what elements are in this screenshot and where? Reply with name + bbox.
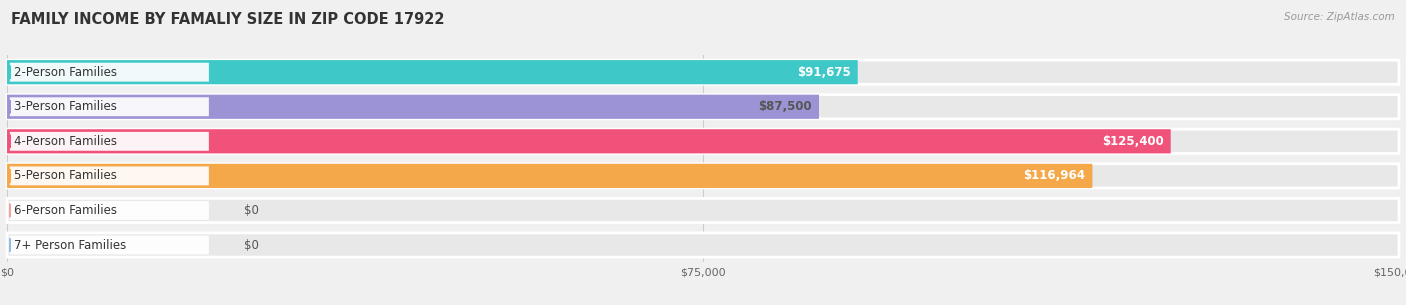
FancyBboxPatch shape bbox=[10, 63, 209, 82]
FancyBboxPatch shape bbox=[7, 95, 1399, 119]
FancyBboxPatch shape bbox=[7, 233, 1399, 257]
FancyBboxPatch shape bbox=[10, 235, 209, 254]
FancyBboxPatch shape bbox=[7, 60, 1399, 84]
FancyBboxPatch shape bbox=[7, 164, 1092, 188]
Text: Source: ZipAtlas.com: Source: ZipAtlas.com bbox=[1284, 12, 1395, 22]
Text: 7+ Person Families: 7+ Person Families bbox=[14, 239, 127, 252]
FancyBboxPatch shape bbox=[7, 129, 1171, 153]
FancyBboxPatch shape bbox=[10, 167, 209, 185]
Text: 2-Person Families: 2-Person Families bbox=[14, 66, 117, 79]
Text: $87,500: $87,500 bbox=[758, 100, 813, 113]
Text: 3-Person Families: 3-Person Families bbox=[14, 100, 117, 113]
FancyBboxPatch shape bbox=[10, 201, 209, 220]
FancyBboxPatch shape bbox=[10, 132, 209, 151]
Text: 5-Person Families: 5-Person Families bbox=[14, 169, 117, 182]
Text: $0: $0 bbox=[243, 204, 259, 217]
FancyBboxPatch shape bbox=[7, 198, 1399, 223]
Text: $91,675: $91,675 bbox=[797, 66, 851, 79]
Text: $125,400: $125,400 bbox=[1102, 135, 1164, 148]
FancyBboxPatch shape bbox=[7, 60, 858, 84]
Text: FAMILY INCOME BY FAMALIY SIZE IN ZIP CODE 17922: FAMILY INCOME BY FAMALIY SIZE IN ZIP COD… bbox=[11, 12, 444, 27]
FancyBboxPatch shape bbox=[10, 97, 209, 116]
FancyBboxPatch shape bbox=[7, 164, 1399, 188]
FancyBboxPatch shape bbox=[7, 95, 818, 119]
Text: $116,964: $116,964 bbox=[1024, 169, 1085, 182]
Text: $0: $0 bbox=[243, 239, 259, 252]
Text: 4-Person Families: 4-Person Families bbox=[14, 135, 117, 148]
Text: 6-Person Families: 6-Person Families bbox=[14, 204, 117, 217]
FancyBboxPatch shape bbox=[7, 129, 1399, 153]
